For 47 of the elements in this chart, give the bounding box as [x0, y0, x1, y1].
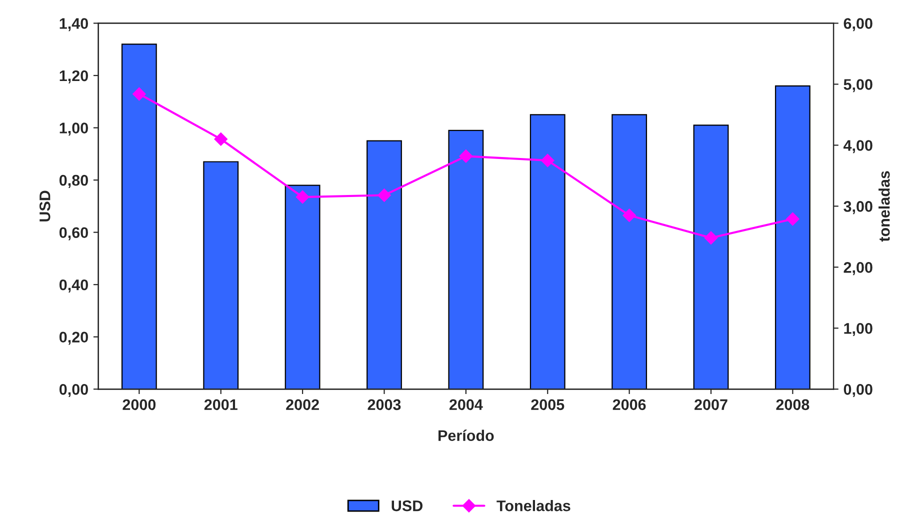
x-tick-label: 2008: [776, 399, 810, 410]
y2-tick-label: 1,00: [844, 323, 872, 336]
bar: [612, 114, 648, 390]
x-tick-label: 2000: [122, 399, 156, 410]
point: [378, 188, 391, 202]
bar: [448, 130, 484, 390]
y-tick-label: 1,00: [60, 122, 88, 136]
bar: [530, 114, 566, 390]
bar: [203, 161, 239, 390]
bar: [284, 184, 320, 390]
point: [296, 190, 310, 204]
legend-label: Toneladas: [496, 500, 570, 512]
x-tick-label: 2006: [612, 399, 646, 410]
y2-tick-label: 6,00: [844, 18, 872, 32]
point: [704, 231, 718, 244]
y-tick-label: 0,80: [59, 174, 88, 188]
bar: [693, 124, 729, 390]
legend-label: USD: [392, 500, 422, 512]
point: [622, 208, 636, 222]
x-axis-title: Período: [438, 430, 494, 441]
x-tick-label: 2002: [286, 399, 319, 410]
y-tick-label: 1,20: [60, 70, 88, 84]
x-tick-label: 2001: [204, 399, 238, 410]
y2-tick-label: 4,00: [843, 140, 872, 154]
y2-tick-label: 3,00: [844, 201, 872, 214]
y2-tick-label: 2,00: [844, 262, 872, 276]
y-tick-label: 1,40: [60, 18, 88, 32]
point: [459, 150, 473, 163]
y-tick-label: 0,00: [59, 384, 88, 398]
bar: [366, 140, 402, 390]
y-tick-label: 0,20: [59, 332, 88, 345]
y-axis-title: USD: [39, 190, 50, 222]
point: [541, 154, 554, 168]
point: [214, 132, 228, 146]
x-tick-label: 2005: [531, 399, 564, 410]
point: [132, 87, 146, 101]
x-tick-label: 2004: [449, 399, 483, 410]
y2-axis-title: toneladas: [878, 171, 890, 242]
x-tick-label: 2007: [694, 399, 728, 410]
y-tick-label: 0,40: [59, 279, 88, 292]
bar: [774, 85, 810, 390]
x-tick-label: 2003: [368, 399, 401, 410]
y-tick-label: 0,60: [59, 227, 88, 240]
bar: [121, 44, 157, 390]
y2-tick-label: 5,00: [844, 79, 872, 92]
y2-tick-label: 0,00: [844, 384, 872, 398]
point: [786, 212, 800, 226]
